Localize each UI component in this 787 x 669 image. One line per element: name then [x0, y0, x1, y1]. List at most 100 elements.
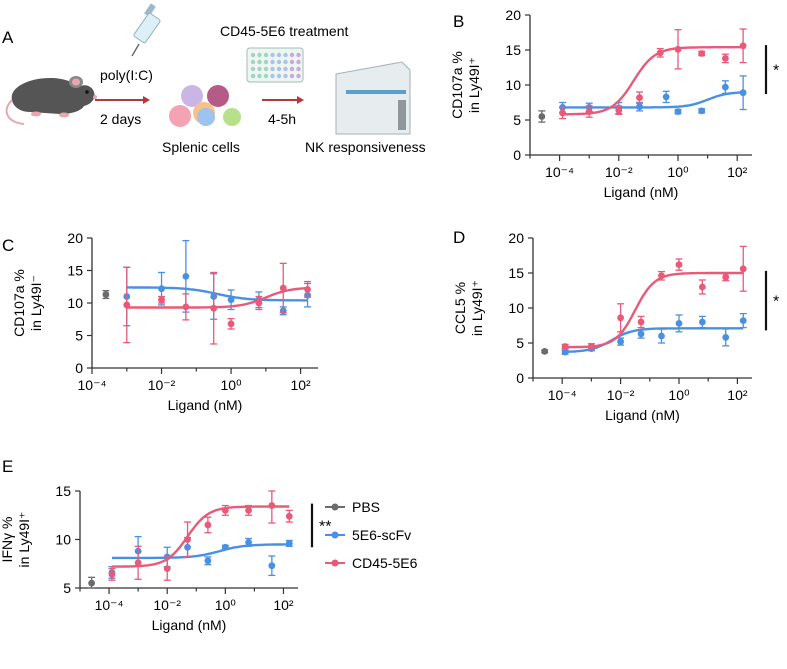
- x-tick-label-b: 10⁻⁴: [545, 164, 574, 180]
- data-point-cd45-5e6-d: [722, 273, 730, 281]
- data-point-5e6-scfv-b: [721, 83, 729, 91]
- schematic-panel-a: poly(I:C) 2 days CD45-5E6 treatment Sple…: [5, 3, 426, 155]
- y-tick-label-b: 0: [513, 147, 521, 163]
- well-plate-icon: [246, 47, 304, 83]
- nk-responsiveness-label: NK responsiveness: [305, 139, 426, 155]
- plate-well: [276, 59, 282, 65]
- plate-well: [257, 59, 262, 65]
- data-point-pbs-d: [541, 348, 549, 355]
- data-point-cd45-5e6-d: [675, 261, 683, 268]
- y-axis-label-d: CCL5 %in Ly49I⁺: [452, 280, 485, 336]
- data-point-cd45-5e6-c: [255, 299, 263, 307]
- x-tick-label-c: 10⁰: [220, 377, 242, 393]
- y-tick-label-b: 15: [505, 42, 521, 58]
- data-point-cd45-5e6-c: [304, 285, 311, 293]
- data-point-5e6-scfv-c: [227, 296, 235, 304]
- data-point-5e6-scfv-e: [285, 539, 293, 547]
- data-point-cd45-5e6-c: [158, 296, 165, 304]
- data-point-cd45-5e6-d: [588, 343, 595, 350]
- plate-well: [250, 59, 256, 65]
- plate-well: [263, 59, 269, 65]
- plate-well: [250, 73, 256, 79]
- chart-panel-d: 0 5 10 15 20 10⁻⁴ 10⁻² 10⁰ 10² Ligand (nM) CCL5 %i…: [452, 230, 779, 423]
- legend-label-cd45-5e6: CD45-5E6: [352, 555, 418, 571]
- data-point-5e6-scfv-d: [617, 338, 624, 345]
- y-axis-label-c: CD107a %in Ly49I⁻: [11, 269, 44, 337]
- data-point-5e6-scfv-d: [637, 330, 645, 338]
- data-point-cd45-5e6-e: [108, 571, 116, 578]
- x-tick-label-b: 10⁻²: [605, 164, 633, 180]
- data-point-5e6-scfv-e: [204, 557, 212, 565]
- y-tick-label-e: 5: [63, 580, 71, 596]
- data-point-cd45-5e6-d: [739, 265, 747, 273]
- x-axis-label-c: Ligand (nM): [168, 397, 243, 413]
- legend-label-5e6-scfv: 5E6-scFv: [352, 527, 411, 543]
- x-axis-label-b: Ligand (nM): [604, 184, 679, 200]
- data-point-5e6-scfv-c: [158, 285, 165, 293]
- y-tick-label-b: 20: [505, 7, 521, 23]
- y-tick-label-c: 20: [67, 230, 83, 246]
- poly-ic-label: poly(I:C): [100, 67, 153, 83]
- data-point-pbs-e: [88, 579, 96, 587]
- plate-well: [289, 73, 295, 79]
- plate-well: [296, 66, 301, 72]
- y-tick-label-d: 0: [516, 370, 524, 386]
- x-tick-label-b: 10²: [727, 164, 748, 180]
- plate-well: [257, 52, 262, 58]
- x-tick-label-c: 10²: [290, 377, 311, 393]
- x-tick-label-d: 10²: [727, 387, 748, 403]
- plate-well: [270, 73, 275, 79]
- data-point-cd45-5e6-c: [279, 284, 287, 292]
- x-tick-label-d: 10⁻⁴: [548, 387, 577, 403]
- data-point-cd45-5e6-b: [739, 42, 747, 50]
- splenic-cells-label: Splenic cells: [162, 139, 240, 155]
- fit-curve-5e6-scfv-c: [126, 286, 308, 302]
- data-point-5e6-scfv-d: [739, 317, 747, 324]
- plate-well: [296, 73, 301, 79]
- splenic-cells-icon: [169, 85, 241, 127]
- data-point-cd45-5e6-b: [615, 106, 623, 114]
- data-point-5e6-scfv-b: [636, 103, 643, 111]
- plate-well: [296, 52, 301, 58]
- plate-well: [289, 59, 295, 65]
- x-tick-label-c: 10⁻⁴: [78, 377, 107, 393]
- data-point-cd45-5e6-e: [204, 521, 212, 529]
- data-point-5e6-scfv-d: [722, 334, 730, 341]
- significance-label-d: *: [773, 294, 779, 311]
- plate-well: [289, 66, 295, 72]
- y-tick-label-e: 10: [55, 532, 71, 548]
- fit-curve-cd45-5e6-e: [112, 505, 290, 568]
- data-point-cd45-5e6-c: [210, 304, 218, 312]
- plate-well: [296, 59, 301, 65]
- data-point-5e6-scfv-e: [221, 543, 229, 551]
- plate-well: [283, 52, 288, 58]
- y-tick-label-c: 0: [75, 360, 83, 376]
- chart-panel-b: 0 5 10 15 20 10⁻⁴ 10⁻² 10⁰ 10² Ligand (nM) CD107a …: [449, 7, 779, 200]
- data-point-5e6-scfv-e: [245, 539, 252, 546]
- significance-label-e: **: [319, 518, 331, 535]
- panel-label-e: E: [2, 457, 13, 476]
- y-axis-label-e: IFNγ %in Ly49I⁺: [0, 512, 32, 568]
- data-point-cd45-5e6-b: [656, 49, 664, 57]
- y-tick-label-e: 15: [55, 483, 71, 499]
- data-point-cd45-5e6-e: [184, 536, 191, 543]
- y-tick-label-b: 10: [505, 77, 521, 93]
- plate-well: [276, 52, 282, 58]
- data-point-cd45-5e6-b: [559, 109, 566, 117]
- data-point-cd45-5e6-d: [561, 343, 569, 350]
- data-point-cd45-5e6-e: [134, 559, 142, 567]
- y-tick-label-c: 10: [67, 295, 83, 311]
- treatment-label: CD45-5E6 treatment: [220, 23, 349, 39]
- legend-marker-pbs: [331, 503, 339, 511]
- data-point-pbs-b: [538, 113, 546, 120]
- data-point-cd45-5e6-c: [123, 301, 131, 309]
- syringe-icon: [131, 3, 161, 57]
- data-point-cd45-5e6-d: [617, 314, 624, 322]
- hours-label: 4-5h: [268, 111, 296, 127]
- significance-label-b: *: [773, 63, 779, 80]
- arrow-2-head: [297, 96, 304, 104]
- plate-well: [283, 66, 288, 72]
- plate-well: [263, 73, 269, 79]
- data-point-cd45-5e6-d: [698, 283, 706, 291]
